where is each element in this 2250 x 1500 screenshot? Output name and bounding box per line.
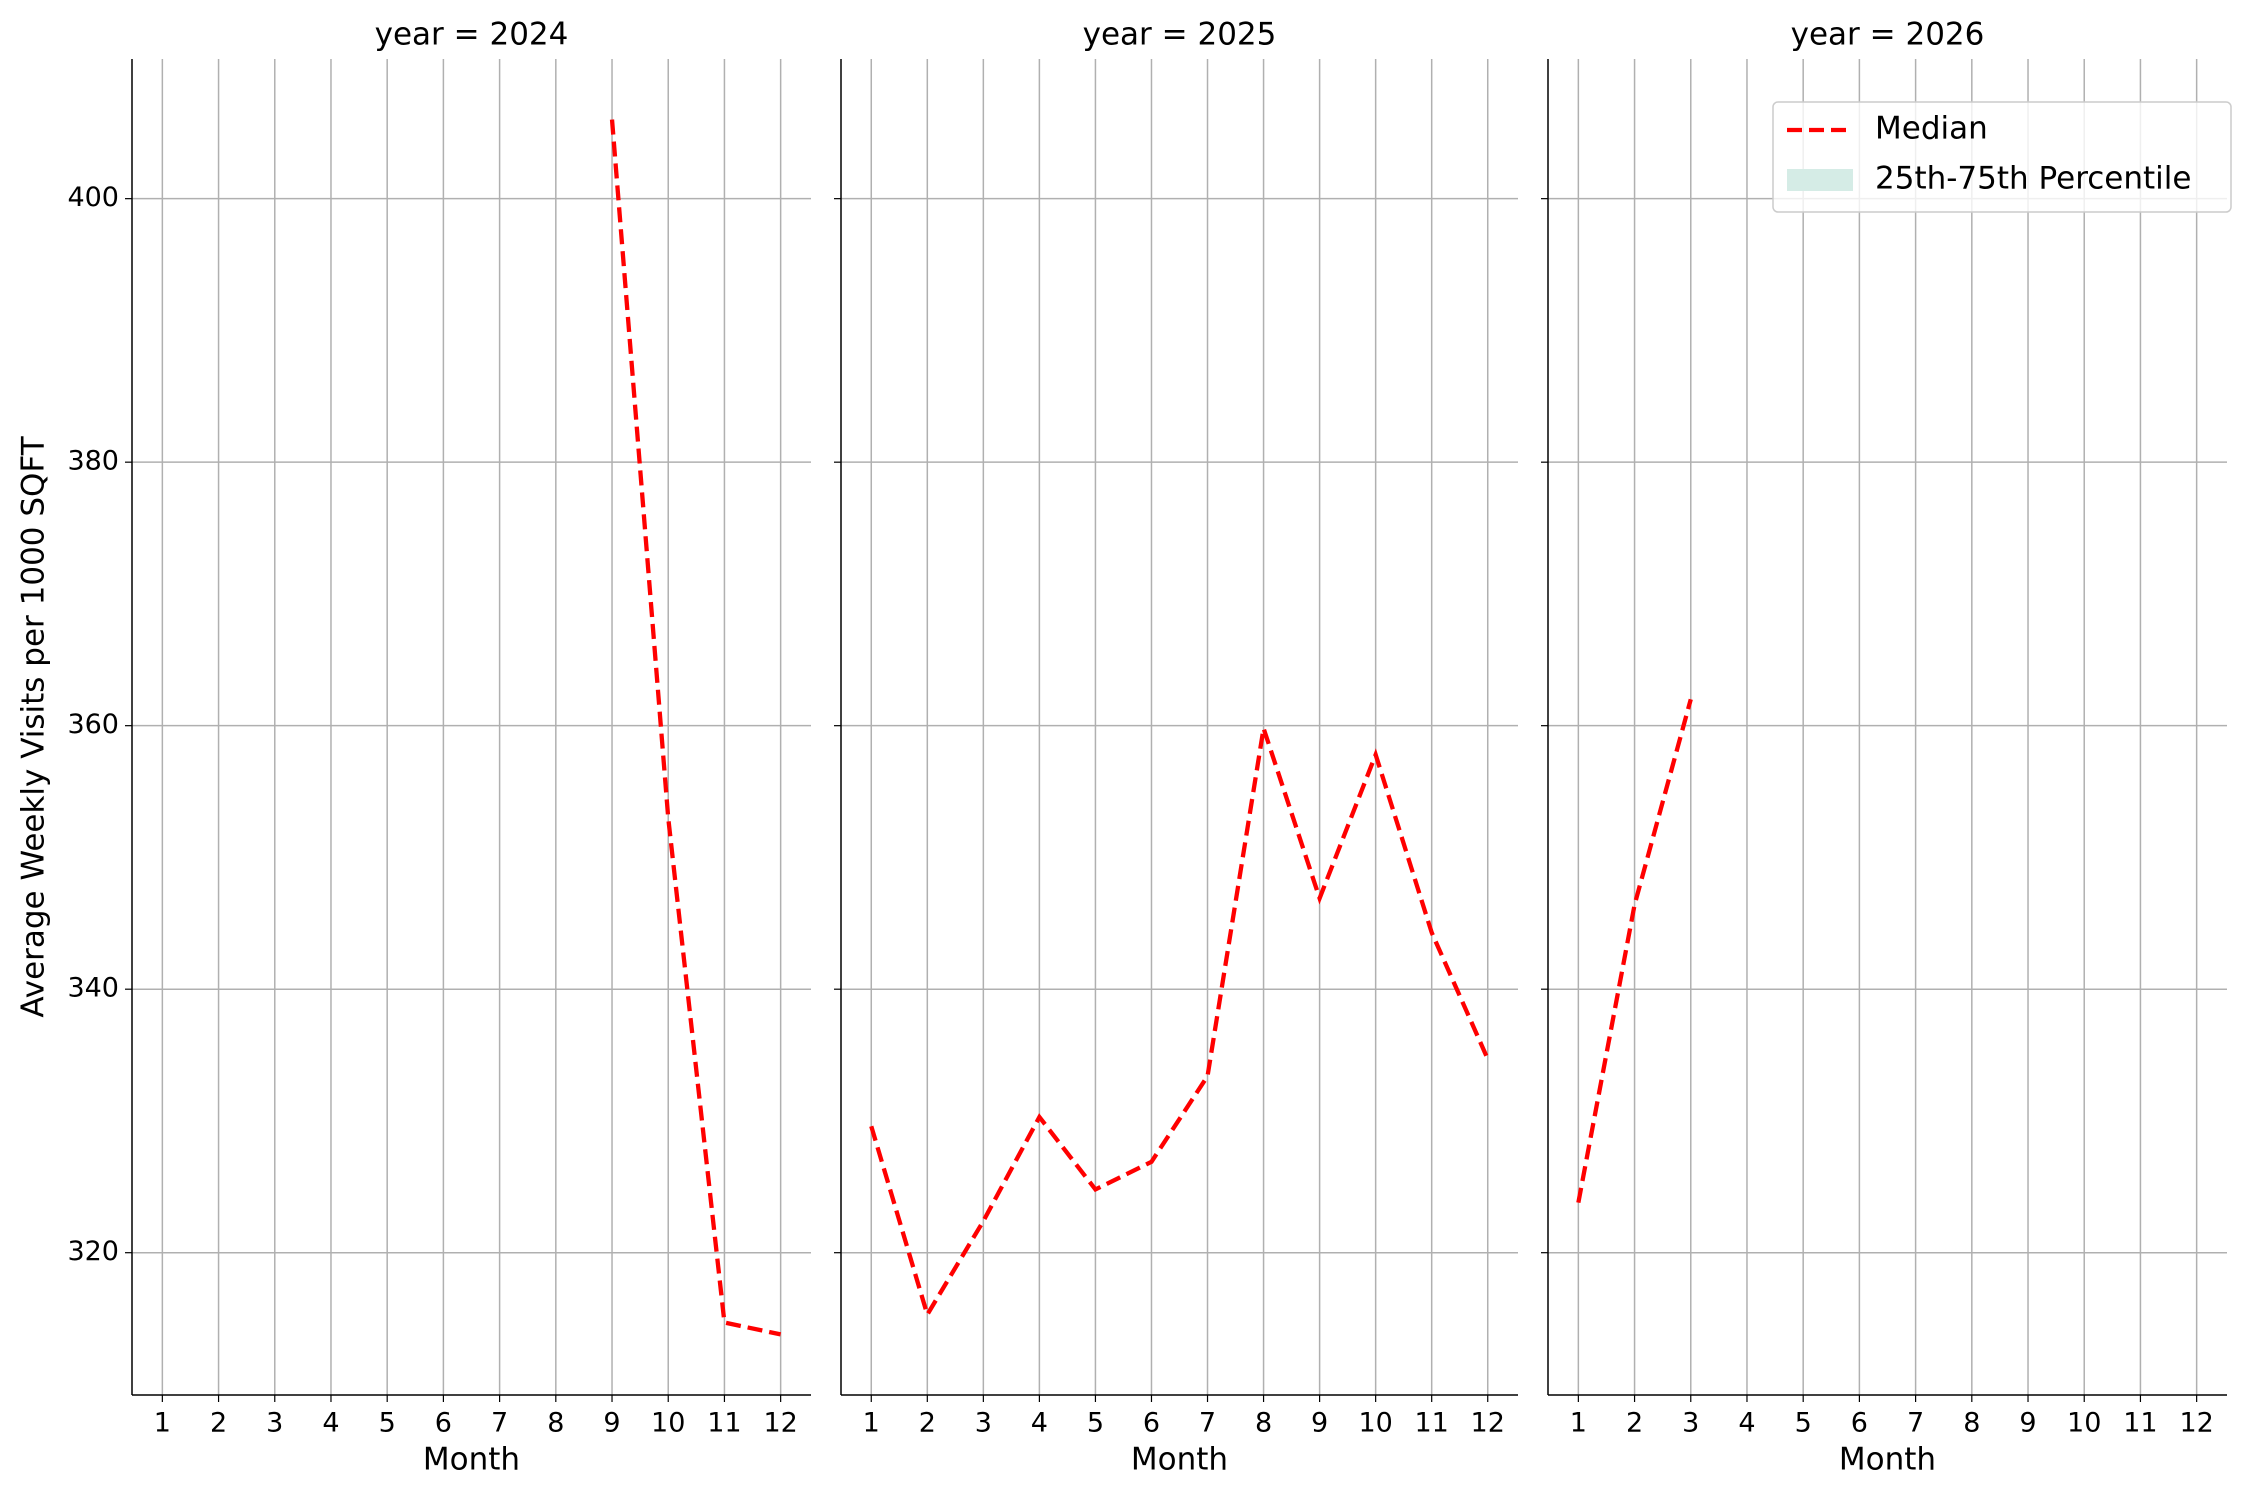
legend-label: Median: [1875, 111, 1988, 147]
x-tick-label: 5: [1795, 1408, 1812, 1439]
y-tick-label: 320: [67, 1236, 119, 1267]
y-tick-label: 400: [67, 182, 119, 213]
x-tick-label: 11: [1415, 1408, 1449, 1439]
x-tick-label: 8: [1963, 1408, 1980, 1439]
x-tick-label: 10: [1358, 1408, 1392, 1439]
x-tick-label: 3: [1682, 1408, 1699, 1439]
legend-box: [1772, 101, 2232, 213]
x-tick-label: 12: [1471, 1408, 1505, 1439]
x-tick-label: 2: [919, 1408, 936, 1439]
legend-label: 25th-75th Percentile: [1875, 161, 2191, 197]
x-tick-label: 6: [1851, 1408, 1868, 1439]
x-tick-label: 4: [1031, 1408, 1048, 1439]
panel-title: year = 2026: [1791, 17, 1985, 53]
x-tick-label: 7: [491, 1408, 508, 1439]
x-tick-label: 10: [651, 1408, 685, 1439]
x-tick-label: 7: [1199, 1408, 1216, 1439]
x-tick-label: 11: [707, 1408, 741, 1439]
x-tick-label: 5: [379, 1408, 396, 1439]
x-tick-label: 9: [2019, 1408, 2036, 1439]
legend: Median 25th-75th Percentile: [1772, 101, 2232, 213]
x-tick-label: 4: [1738, 1408, 1755, 1439]
legend-swatch: [1787, 169, 1853, 191]
x-tick-label: 6: [435, 1408, 452, 1439]
x-tick-label: 11: [2123, 1408, 2157, 1439]
x-tick-label: 10: [2067, 1408, 2101, 1439]
x-tick-label: 2: [210, 1408, 227, 1439]
y-tick-label: 360: [67, 709, 119, 740]
x-tick-label: 2: [1626, 1408, 1643, 1439]
x-tick-label: 1: [154, 1408, 171, 1439]
x-tick-label: 8: [1255, 1408, 1272, 1439]
x-axis-label: Month: [1131, 1442, 1228, 1478]
x-tick-label: 5: [1087, 1408, 1104, 1439]
x-tick-label: 7: [1907, 1408, 1924, 1439]
x-tick-label: 4: [322, 1408, 339, 1439]
x-tick-label: 9: [1311, 1408, 1328, 1439]
x-tick-label: 1: [1570, 1408, 1587, 1439]
x-tick-label: 12: [763, 1408, 797, 1439]
x-tick-label: 9: [603, 1408, 620, 1439]
x-tick-label: 1: [863, 1408, 880, 1439]
x-tick-label: 3: [266, 1408, 283, 1439]
x-tick-label: 12: [2179, 1408, 2213, 1439]
panel-title: year = 2025: [1083, 17, 1277, 53]
y-tick-label: 380: [67, 446, 119, 477]
median-line: [869, 727, 1490, 1320]
panel-title: year = 2024: [375, 17, 569, 53]
y-tick-label: 340: [67, 973, 119, 1004]
y-axis-label: Average Weekly Visits per 1000 SQFT: [16, 435, 52, 1017]
x-tick-label: 6: [1143, 1408, 1160, 1439]
x-tick-label: 3: [975, 1408, 992, 1439]
x-tick-label: 8: [547, 1408, 564, 1439]
median-line: [609, 119, 782, 1337]
median-line: [1576, 698, 1693, 1204]
x-axis-label: Month: [1839, 1442, 1936, 1478]
x-axis-label: Month: [423, 1442, 520, 1478]
